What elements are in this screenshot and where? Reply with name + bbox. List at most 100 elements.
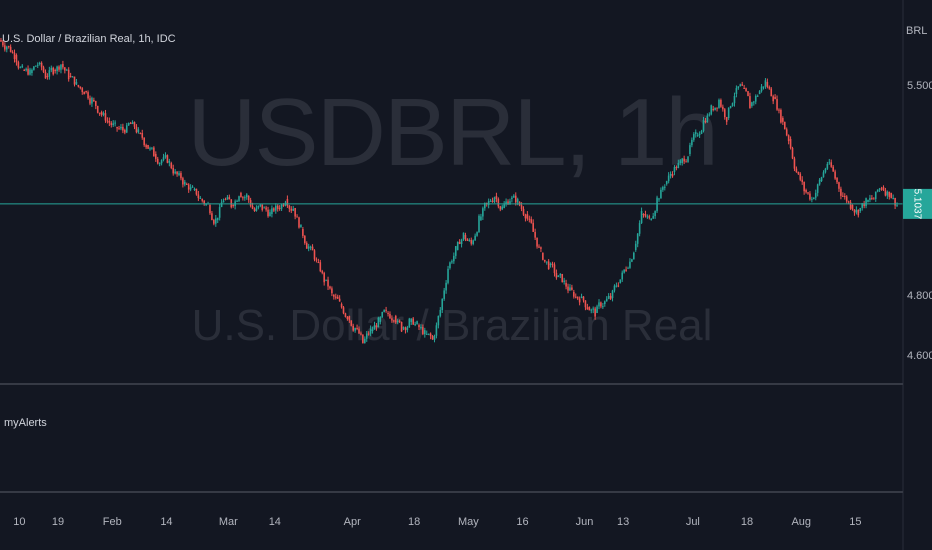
candle-body [691, 139, 693, 146]
candle-body [607, 295, 610, 299]
x-tick-label: Apr [344, 516, 361, 528]
candle-body [236, 200, 238, 202]
indicator-label[interactable]: myAlerts [4, 417, 47, 429]
candle-body [489, 200, 492, 202]
candle-body [420, 327, 422, 329]
candle-body [56, 66, 58, 72]
candle-body [220, 202, 223, 208]
candle-body [182, 178, 184, 185]
candle-body [555, 272, 558, 278]
candle-body [216, 217, 219, 220]
symbol-legend[interactable]: U.S. Dollar / Brazilian Real, 1h, IDC [2, 33, 176, 45]
candle-body [462, 232, 465, 240]
candle-body [762, 86, 765, 88]
candle-body [542, 253, 544, 260]
candle-body [482, 208, 484, 217]
candle-body [677, 162, 680, 168]
candle-body [91, 97, 93, 104]
candle-body [590, 309, 593, 311]
candle-body [536, 237, 538, 247]
candle-body [356, 328, 358, 329]
candle-body [873, 198, 875, 200]
candle-body [441, 298, 444, 310]
candle-body [803, 181, 805, 192]
candle-body [42, 67, 45, 73]
candle-body [19, 67, 22, 69]
candle-body [249, 200, 252, 206]
candle-body [768, 87, 771, 89]
x-tick-label: Aug [791, 516, 811, 528]
candle-body [782, 118, 784, 122]
candle-body [615, 285, 618, 287]
last-price-badge: 5.1037 [903, 189, 932, 220]
last-price-label: 5.1037 [911, 189, 922, 220]
candle-body [214, 218, 217, 224]
candle-body [13, 52, 16, 60]
candle-body [365, 333, 368, 339]
candle-body [102, 113, 105, 115]
candle-body [422, 327, 424, 335]
candle-body [46, 76, 49, 77]
candle-body [52, 67, 55, 75]
candle-body [472, 240, 474, 244]
candle-body [414, 324, 416, 326]
candle-body [559, 273, 562, 276]
candle-body [309, 246, 312, 248]
candle-body [143, 137, 145, 146]
candle-body [805, 190, 807, 193]
candle-body [468, 240, 471, 242]
candle-body [282, 204, 285, 206]
candle-body [756, 95, 759, 97]
candle-body [160, 160, 163, 164]
candle-body [627, 267, 629, 269]
candle-body [818, 179, 821, 185]
candle-body [638, 223, 641, 234]
candle-body [766, 82, 769, 88]
candle-body [404, 327, 407, 331]
candle-body [87, 92, 89, 99]
candle-body [679, 160, 682, 163]
candle-body [882, 187, 885, 191]
candle-body [822, 172, 825, 178]
candle-body [251, 205, 254, 209]
candle-body [594, 308, 596, 317]
candle-body [789, 139, 792, 149]
candle-body [799, 173, 802, 180]
candle-body [141, 133, 144, 138]
candle-body [621, 272, 624, 280]
candle-body [774, 97, 776, 100]
candle-body [662, 187, 664, 190]
candle-body [439, 309, 442, 316]
candle-body [847, 201, 850, 203]
candle-body [702, 120, 705, 131]
candle-body [400, 321, 403, 332]
candle-body [540, 247, 542, 249]
candle-body [484, 202, 486, 209]
candle-body [274, 205, 277, 211]
candle-body [739, 84, 742, 87]
candle-body [112, 123, 115, 126]
candle-body [106, 120, 109, 122]
candle-body [393, 320, 395, 322]
candle-body [437, 315, 440, 326]
candle-body [631, 259, 633, 262]
y-tick-label: 4.6000 [907, 350, 932, 362]
candle-body [574, 296, 577, 298]
candle-body [772, 96, 774, 102]
candle-body [493, 197, 496, 202]
candle-body [456, 241, 459, 250]
candle-body [807, 192, 809, 194]
candle-body [375, 325, 378, 328]
candle-body [4, 45, 6, 50]
candle-body [687, 156, 689, 162]
candle-body [311, 246, 314, 251]
candle-body [362, 334, 364, 344]
candle-body [89, 98, 91, 104]
candle-body [180, 173, 182, 179]
watermark-description: U.S. Dollar / Brazilian Real [192, 301, 713, 350]
candle-body [195, 188, 198, 195]
candle-body [240, 193, 242, 198]
candle-body [100, 112, 103, 115]
candle-body [749, 96, 751, 109]
